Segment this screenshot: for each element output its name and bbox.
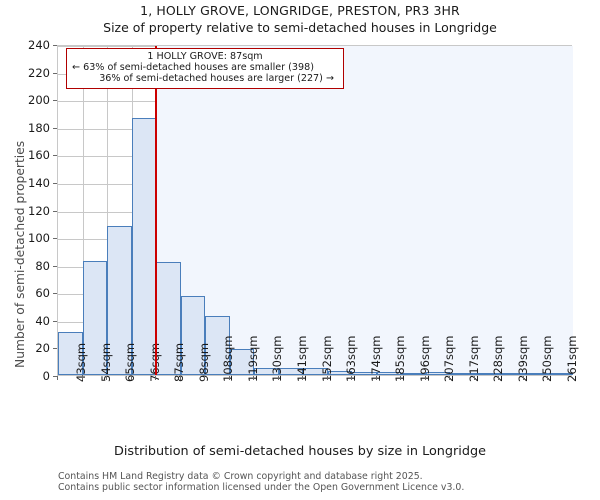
footer-line-2: Contains public sector information licen… [58,481,465,493]
x-tick-mark [204,376,206,380]
x-tick-mark [130,376,132,380]
y-tick-mark [53,72,57,74]
y-tick-mark [53,100,57,102]
histogram-bar [450,373,475,375]
y-tick-mark [53,238,57,240]
x-tick-mark [302,376,304,380]
chart-subtitle: Size of property relative to semi-detach… [103,20,497,35]
histogram-bar [156,261,181,375]
y-tick-label: 20 [35,341,50,356]
x-tick-mark [155,376,157,380]
footer-attribution: Contains HM Land Registry data © Crown c… [58,471,465,493]
histogram-bar [376,372,402,375]
plot-area [57,45,573,376]
x-tick-mark [179,376,181,380]
histogram-bar [278,368,304,375]
y-tick-label: 200 [28,93,50,108]
x-tick-mark [228,376,230,380]
histogram-bar [499,373,524,375]
y-tick-mark [53,348,57,350]
y-tick-label: 160 [28,148,50,163]
y-tick-label: 60 [35,286,50,301]
y-tick-label: 220 [28,65,50,80]
x-tick-mark [473,376,475,380]
x-tick-mark [547,376,549,380]
y-tick-mark [53,293,57,295]
y-tick-label: 100 [28,231,50,246]
y-tick-mark [53,320,57,322]
annotation-line-3: 36% of semi-detached houses are larger (… [99,73,334,85]
y-tick-mark [53,265,57,267]
y-axis-label: Number of semi-detached properties [13,140,27,368]
x-tick-mark [106,376,108,380]
histogram-bar [180,296,206,375]
marker-line [155,46,158,375]
x-tick-mark [326,376,328,380]
histogram-bar [107,226,132,375]
histogram-bar [82,260,108,375]
x-axis-label: Distribution of semi-detached houses by … [114,444,486,459]
y-tick-mark [53,45,57,46]
histogram-bar [58,332,83,375]
x-tick-mark [375,376,377,380]
y-tick-label: 120 [28,203,50,218]
y-tick-mark [53,376,57,377]
y-tick-label: 240 [28,38,50,52]
footer-line-1: Contains HM Land Registry data © Crown c… [58,471,423,482]
histogram-bar [548,373,573,375]
annotation-line-1: 1 HOLLY GROVE: 87sqm [147,51,263,62]
y-tick-mark [53,127,57,129]
y-tick-label: 140 [28,175,50,190]
y-tick-label: 40 [35,313,50,328]
histogram-bar [229,348,255,375]
y-tick-label: 80 [35,258,50,273]
histogram-bar [131,118,157,375]
x-tick-mark [400,376,402,380]
annotation-line-2: ← 63% of semi-detached houses are smalle… [72,62,314,74]
y-tick-label: 0 [42,369,50,383]
y-tick-label: 180 [28,120,50,135]
x-tick-mark [449,376,451,380]
x-tick-label: 261sqm [564,335,579,382]
histogram-bar [523,373,549,375]
y-tick-mark [53,182,57,184]
x-tick-mark [277,376,279,380]
x-tick-mark [522,376,524,380]
histogram-bar [303,368,328,375]
x-tick-mark [424,376,426,380]
histogram-bar [352,372,377,375]
gridline-vertical [82,46,84,375]
histogram-bar [327,370,353,375]
y-tick-mark [53,210,57,212]
histogram-bar [425,372,451,375]
x-tick-mark [253,376,255,380]
annotation-box: 1 HOLLY GROVE: 87sqm ← 63% of semi-detac… [66,48,344,89]
histogram-bar [205,315,230,375]
histogram-bar [254,368,279,375]
x-tick-mark [81,376,83,380]
x-tick-mark [57,376,58,380]
y-tick-mark [53,155,57,157]
histogram-bar [474,373,500,375]
histogram-bar [401,373,426,375]
x-tick-mark [498,376,500,380]
chart-title: 1, HOLLY GROVE, LONGRIDGE, PRESTON, PR3 … [140,3,460,18]
gridline-vertical [107,46,109,375]
x-tick-mark [351,376,353,380]
